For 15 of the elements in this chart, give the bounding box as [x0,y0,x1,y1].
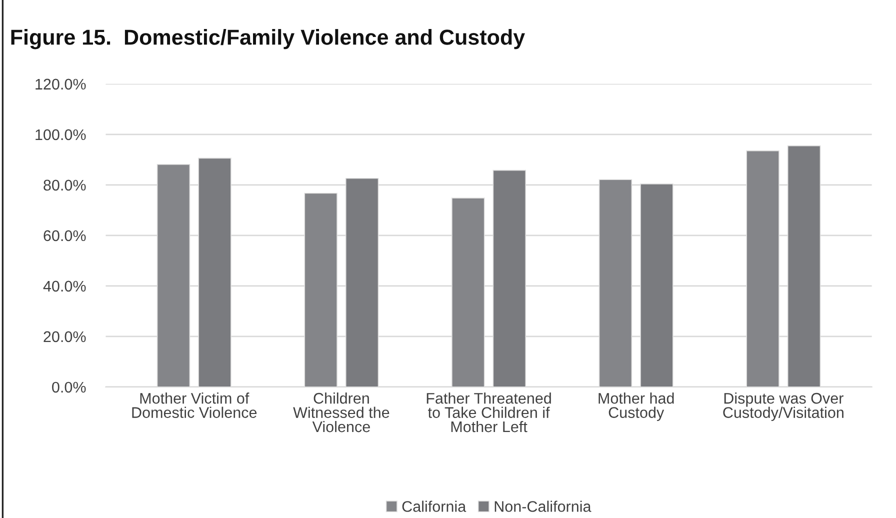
y-tick-label: 120.0% [36,78,86,90]
x-tick-label: Dispute was Over Custody/Visitation [723,392,844,421]
x-tick-label: Father Threatened to Take Children if Mother Left [426,392,551,432]
legend-label: California [402,500,466,512]
legend-label: Non-California [494,500,592,512]
x-tick-label: Children Witnessed the Violence [293,392,390,432]
chart-title: Figure 15. Domestic/Family Violence and Custody [11,29,525,50]
x-tick-label: Mother Victim of Domestic Violence [132,392,257,418]
y-tick-label: 80.0% [44,180,86,191]
y-tick-label: 60.0% [44,230,86,242]
y-tick-label: 20.0% [44,331,86,342]
y-tick-label: 100.0% [36,129,86,140]
x-tick-label: Mother had Custody [598,392,674,421]
y-tick-label: 0.0% [52,382,86,393]
y-tick-label: 40.0% [43,280,86,292]
